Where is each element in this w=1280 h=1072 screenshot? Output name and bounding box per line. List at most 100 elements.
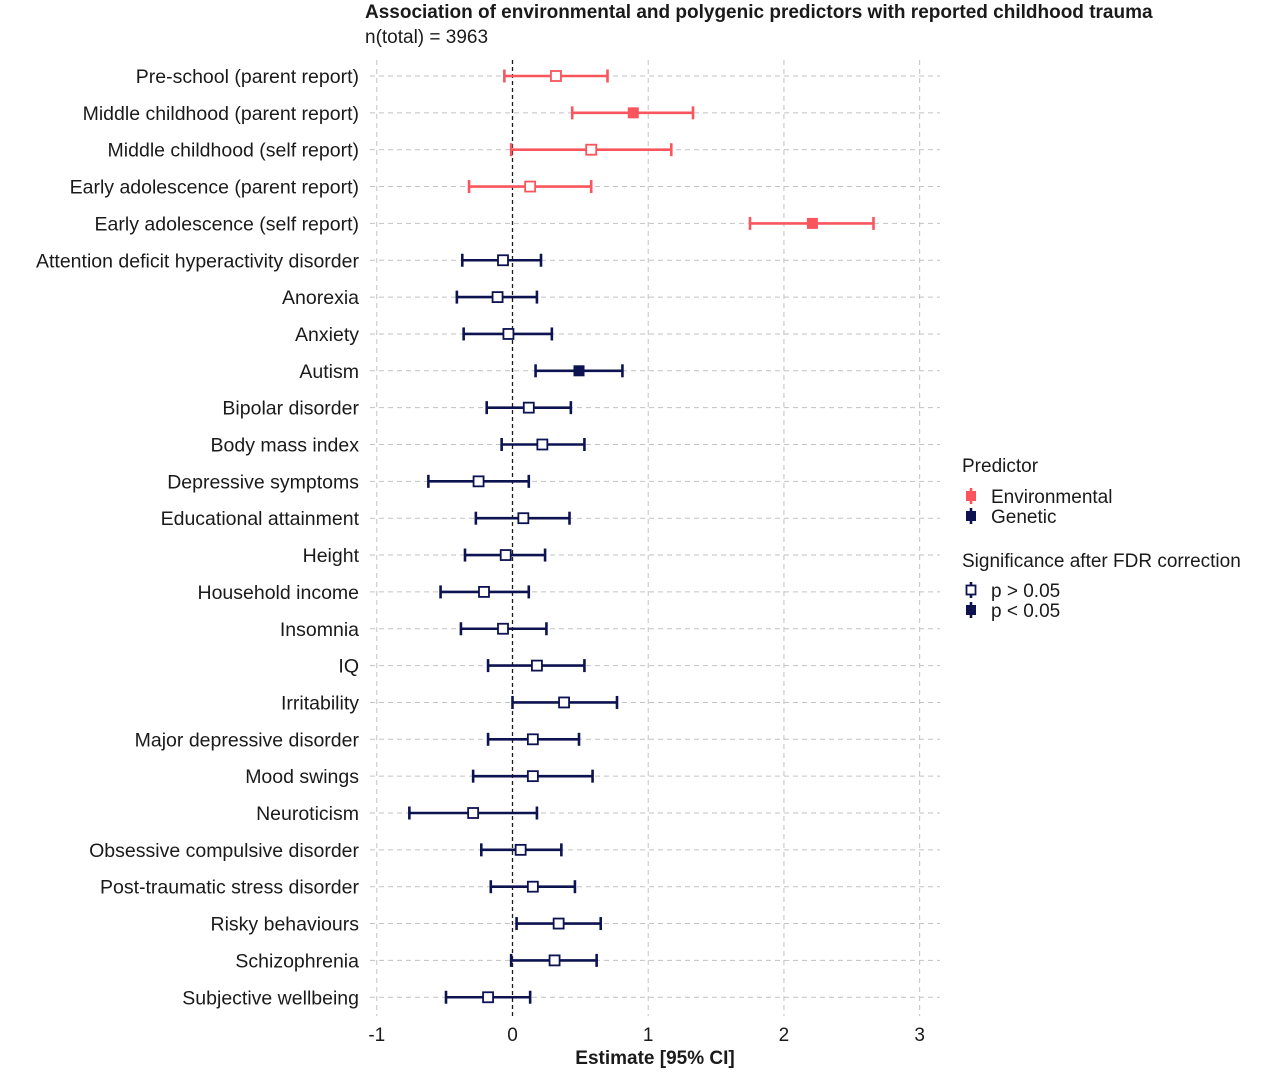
row-mark-group	[570, 106, 695, 120]
row-mark-group	[503, 69, 609, 83]
x-tick-label: 0	[507, 1025, 518, 1046]
legend-label-significant: p < 0.05	[991, 601, 1060, 622]
estimate-point-open	[497, 622, 509, 635]
row-mark-group	[467, 180, 593, 194]
estimate-point-open	[550, 70, 562, 82]
row-label: Educational attainment	[161, 508, 360, 530]
estimate-point-open	[491, 291, 504, 304]
row-label: Attention deficit hyperactivity disorder	[36, 250, 359, 272]
row-label: Anxiety	[295, 324, 359, 346]
legend-title-predictor: Predictor	[962, 456, 1039, 477]
x-tick-label: 3	[914, 1025, 925, 1046]
row-label: Middle childhood (self report)	[108, 140, 359, 162]
row-label: Mood swings	[245, 766, 359, 788]
row-label: Early adolescence (parent report)	[70, 177, 359, 199]
legend-key-point-filled	[966, 605, 976, 615]
estimate-point-open	[526, 770, 539, 783]
row-mark-group	[489, 880, 577, 894]
legend-key-significant	[966, 602, 976, 618]
row-label: IQ	[338, 656, 359, 678]
legend-key-point	[966, 511, 976, 521]
estimate-point-filled	[627, 107, 639, 119]
row-label: Major depressive disorder	[135, 729, 360, 751]
legend-key-not-significant	[965, 582, 977, 598]
row-label: Neuroticism	[256, 803, 359, 825]
estimate-point-open	[524, 180, 537, 193]
x-tick-label: 2	[779, 1025, 790, 1046]
row-label: Irritability	[281, 692, 359, 714]
estimate-point-open	[499, 549, 512, 561]
marks-layer	[408, 69, 875, 1004]
x-axis-title: Estimate [95% CI]	[575, 1048, 734, 1069]
row-mark-group	[515, 917, 603, 931]
row-label: Anorexia	[282, 287, 359, 309]
row-mark-group	[511, 695, 619, 709]
row-mark-group	[427, 474, 531, 488]
row-mark-group	[500, 438, 586, 451]
x-axis-ticks: -1 0 1 2 3	[368, 1025, 925, 1046]
row-mark-group	[455, 290, 539, 304]
legend-label-environmental: Environmental	[991, 487, 1112, 508]
legend-key-point-open	[965, 584, 977, 596]
estimate-point-open	[514, 843, 527, 856]
row-mark-group	[471, 769, 594, 783]
row-mark-group	[748, 216, 875, 230]
row-mark-group	[479, 843, 563, 857]
estimate-point-open	[522, 401, 535, 414]
chart-title: Association of environmental and polygen…	[365, 2, 1153, 23]
estimate-point-open	[558, 696, 570, 709]
row-label: Depressive symptoms	[167, 471, 359, 493]
estimate-point-open	[482, 991, 494, 1004]
chart-subtitle: n(total) = 3963	[365, 27, 488, 48]
row-label: Schizophrenia	[235, 950, 359, 972]
estimate-point-open	[502, 328, 515, 340]
row-label: Body mass index	[211, 435, 360, 457]
estimate-point-open	[552, 917, 565, 930]
estimate-point-open	[517, 512, 530, 525]
x-tick-label: -1	[368, 1025, 385, 1046]
row-label: Pre-school (parent report)	[136, 66, 359, 88]
estimate-point-open	[526, 733, 539, 746]
estimate-point-open	[536, 438, 549, 451]
row-mark-group	[509, 143, 673, 157]
legend: Predictor Significance after FDR correct…	[962, 456, 1241, 622]
row-label: Household income	[197, 582, 359, 604]
estimate-point-open	[531, 659, 543, 672]
row-label: Middle childhood (parent report)	[83, 103, 359, 125]
category-labels: Pre-school (parent report) Middle childho…	[36, 66, 360, 1009]
estimate-point-open	[472, 475, 485, 488]
legend-label-genetic: Genetic	[991, 507, 1056, 528]
row-mark-group	[459, 622, 548, 636]
estimate-point-open	[548, 954, 561, 967]
row-mark-group	[485, 401, 573, 415]
row-mark-group	[534, 364, 624, 378]
row-label: Subjective wellbeing	[182, 987, 359, 1009]
legend-key-point	[966, 491, 976, 501]
grid-layer	[370, 60, 940, 1016]
x-tick-label: 1	[643, 1025, 654, 1046]
estimate-point-filled	[573, 365, 585, 377]
row-label: Obsessive compulsive disorder	[89, 840, 359, 862]
row-label: Early adolescence (self report)	[95, 213, 359, 235]
row-label: Bipolar disorder	[222, 398, 359, 420]
row-mark-group	[462, 327, 554, 341]
row-mark-group	[474, 511, 571, 525]
legend-title-significance: Significance after FDR correction	[962, 551, 1241, 572]
row-label: Height	[303, 545, 360, 567]
row-label: Risky behaviours	[211, 914, 360, 936]
estimate-point-open	[526, 880, 539, 893]
row-label: Autism	[299, 361, 359, 383]
estimate-point-open	[478, 586, 490, 598]
legend-key-genetic	[966, 508, 976, 524]
legend-key-environmental	[966, 488, 976, 504]
row-mark-group	[444, 990, 532, 1004]
row-mark-group	[408, 806, 539, 820]
row-mark-group	[509, 953, 598, 967]
estimate-point-open	[497, 254, 509, 267]
legend-label-not-significant: p > 0.05	[991, 581, 1060, 602]
row-mark-group	[439, 585, 531, 599]
estimate-point-filled	[806, 217, 818, 229]
row-mark-group	[486, 732, 581, 746]
